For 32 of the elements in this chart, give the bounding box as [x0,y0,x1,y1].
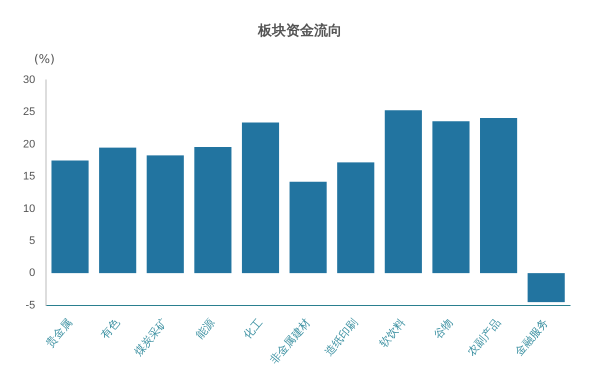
x-tick-label: 贵金属 [43,316,75,350]
bar [337,162,374,274]
y-tick-label: 5 [29,235,36,248]
bar [242,122,280,274]
x-tick-label: 造纸印刷 [322,316,360,358]
x-tick-label: 软饮料 [376,316,408,350]
bar [384,110,422,274]
y-tick-label: 10 [22,202,36,215]
y-tick-label: 0 [29,267,36,280]
y-tick-label: 20 [22,138,36,150]
y-tick-label: 15 [22,170,36,183]
bar [480,118,518,274]
x-tick-label: 煤炭采矿 [132,316,170,358]
x-tick-label: 农副产品 [464,316,504,358]
x-tick-label: 能源 [193,316,218,342]
bar [146,155,184,274]
chart-title: 板块资金流向 [256,22,343,40]
y-axis-title: (%) [34,52,55,66]
x-tick-label: 非金属建材 [267,316,313,367]
bar [194,146,232,274]
x-tick-label: 有色 [98,316,122,342]
bar [51,160,89,274]
y-tick-label: -5 [25,299,36,312]
x-tick-label: 化工 [242,316,266,342]
x-tick-label: 谷物 [432,316,456,342]
bar [99,148,136,274]
bar [290,182,327,274]
y-tick-label: 25 [22,106,36,118]
x-tick-label: 金融服务 [513,316,551,358]
bar [528,273,565,302]
y-tick-label: 30 [22,74,36,86]
bar [432,121,470,274]
